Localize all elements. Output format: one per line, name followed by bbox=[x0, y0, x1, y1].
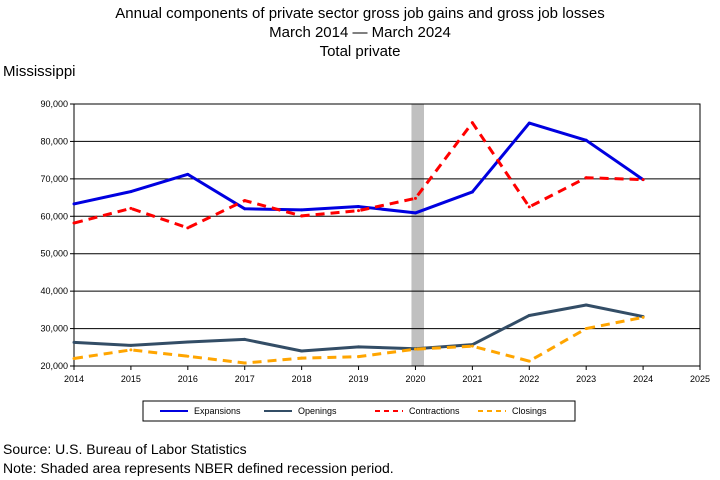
data-point-closings bbox=[186, 354, 190, 358]
plot-frame bbox=[73, 103, 701, 367]
data-point-expansions bbox=[129, 190, 133, 194]
plot-area bbox=[73, 103, 701, 367]
data-point-closings bbox=[243, 361, 247, 365]
data-point-closings bbox=[470, 344, 474, 348]
y-tick-label: 40,000 bbox=[40, 286, 68, 296]
data-point-openings bbox=[72, 340, 76, 344]
legend-label-expansions: Expansions bbox=[194, 406, 241, 416]
data-point-expansions bbox=[527, 121, 531, 125]
x-tick-label: 2014 bbox=[64, 374, 84, 384]
data-point-contractions bbox=[357, 209, 361, 213]
y-tick-label: 60,000 bbox=[40, 211, 68, 221]
data-point-expansions bbox=[357, 205, 361, 209]
data-point-expansions bbox=[300, 208, 304, 212]
data-point-closings bbox=[584, 327, 588, 331]
data-point-openings bbox=[357, 345, 361, 349]
data-point-contractions bbox=[243, 199, 247, 203]
title-line-3: Total private bbox=[319, 43, 401, 60]
data-point-expansions bbox=[243, 207, 247, 211]
data-point-expansions bbox=[584, 138, 588, 142]
source-note: Source: U.S. Bureau of Labor Statistics bbox=[3, 441, 247, 457]
x-tick-label: 2022 bbox=[519, 374, 539, 384]
y-tick-label: 50,000 bbox=[40, 249, 68, 259]
region-label: Mississippi bbox=[3, 63, 76, 80]
data-point-closings bbox=[129, 348, 133, 352]
data-point-openings bbox=[186, 340, 190, 344]
data-point-closings bbox=[641, 315, 645, 319]
x-tick-label: 2024 bbox=[633, 374, 653, 384]
title-line-1: Annual components of private sector gros… bbox=[115, 5, 605, 22]
y-tick-label: 20,000 bbox=[40, 361, 68, 371]
data-point-closings bbox=[357, 355, 361, 359]
data-point-closings bbox=[72, 357, 76, 361]
data-point-contractions bbox=[72, 221, 76, 225]
y-tick-label: 70,000 bbox=[40, 174, 68, 184]
data-point-contractions bbox=[129, 206, 133, 210]
data-point-contractions bbox=[527, 205, 531, 209]
data-point-contractions bbox=[413, 196, 417, 200]
data-point-closings bbox=[527, 359, 531, 363]
x-tick-label: 2021 bbox=[462, 374, 482, 384]
title-line-2: March 2014 — March 2024 bbox=[269, 24, 451, 41]
series-line-contractions bbox=[73, 121, 644, 230]
data-point-openings bbox=[243, 337, 247, 341]
recession-note: Note: Shaded area represents NBER define… bbox=[3, 460, 394, 476]
data-point-contractions bbox=[186, 226, 190, 230]
x-tick-label: 2025 bbox=[690, 374, 710, 384]
data-point-closings bbox=[300, 356, 304, 360]
data-point-expansions bbox=[72, 202, 76, 206]
data-point-contractions bbox=[641, 178, 645, 182]
data-point-contractions bbox=[470, 121, 474, 125]
y-tick-label: 90,000 bbox=[40, 99, 68, 109]
x-tick-label: 2016 bbox=[178, 374, 198, 384]
x-tick-label: 2018 bbox=[292, 374, 312, 384]
data-point-contractions bbox=[300, 214, 304, 218]
x-tick-label: 2019 bbox=[349, 374, 369, 384]
legend-label-contractions: Contractions bbox=[409, 406, 460, 416]
data-point-closings bbox=[413, 347, 417, 351]
recession-shading bbox=[411, 104, 424, 366]
data-point-expansions bbox=[470, 190, 474, 194]
x-tick-label: 2020 bbox=[405, 374, 425, 384]
x-tick-label: 2017 bbox=[235, 374, 255, 384]
data-point-openings bbox=[129, 343, 133, 347]
data-point-contractions bbox=[584, 176, 588, 180]
legend-box bbox=[142, 400, 576, 422]
data-point-openings bbox=[300, 349, 304, 353]
legend: Expansions Openings Contractions Closings bbox=[142, 400, 576, 422]
legend-label-openings: Openings bbox=[298, 406, 337, 416]
data-point-expansions bbox=[186, 172, 190, 176]
y-tick-label: 30,000 bbox=[40, 324, 68, 334]
chart-title: Annual components of private sector gros… bbox=[0, 4, 720, 61]
data-point-expansions bbox=[413, 211, 417, 215]
x-tick-label: 2015 bbox=[121, 374, 141, 384]
data-point-openings bbox=[527, 313, 531, 317]
legend-label-closings: Closings bbox=[512, 406, 547, 416]
x-tick-label: 2023 bbox=[576, 374, 596, 384]
data-point-openings bbox=[584, 303, 588, 307]
y-tick-label: 80,000 bbox=[40, 136, 68, 146]
